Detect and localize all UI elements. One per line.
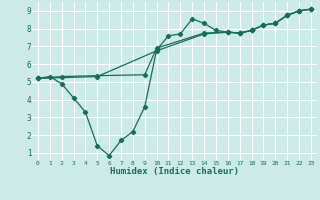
X-axis label: Humidex (Indice chaleur): Humidex (Indice chaleur)	[110, 167, 239, 176]
